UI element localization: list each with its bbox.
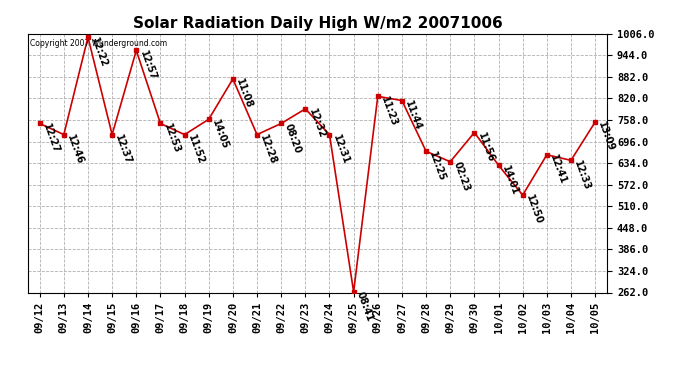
Text: 12:37: 12:37 xyxy=(114,133,133,166)
Text: 12:32: 12:32 xyxy=(307,108,326,140)
Text: 12:31: 12:31 xyxy=(331,133,351,166)
Text: 11:44: 11:44 xyxy=(404,99,423,132)
Text: 12:50: 12:50 xyxy=(524,194,544,226)
Text: 14:01: 14:01 xyxy=(500,164,520,196)
Text: 12:22: 12:22 xyxy=(90,36,109,68)
Text: 02:23: 02:23 xyxy=(452,160,471,193)
Text: 14:05: 14:05 xyxy=(210,118,230,150)
Text: Copyright 2007 Wunderground.com: Copyright 2007 Wunderground.com xyxy=(30,39,168,48)
Text: 13:09: 13:09 xyxy=(597,121,616,153)
Text: 12:27: 12:27 xyxy=(41,122,61,154)
Text: 08:20: 08:20 xyxy=(283,122,303,155)
Text: 12:53: 12:53 xyxy=(162,122,181,154)
Text: 11:23: 11:23 xyxy=(380,95,399,128)
Text: 12:25: 12:25 xyxy=(428,150,447,183)
Text: 12:41: 12:41 xyxy=(549,153,568,186)
Text: 11:08: 11:08 xyxy=(235,78,255,110)
Text: 08:41: 08:41 xyxy=(355,290,375,323)
Text: 12:33: 12:33 xyxy=(573,159,592,192)
Text: 12:57: 12:57 xyxy=(138,49,157,82)
Text: 11:56: 11:56 xyxy=(476,131,495,164)
Text: 12:46: 12:46 xyxy=(66,133,85,166)
Title: Solar Radiation Daily High W/m2 20071006: Solar Radiation Daily High W/m2 20071006 xyxy=(132,16,502,31)
Text: 11:52: 11:52 xyxy=(186,133,206,166)
Text: 12:28: 12:28 xyxy=(259,133,279,166)
